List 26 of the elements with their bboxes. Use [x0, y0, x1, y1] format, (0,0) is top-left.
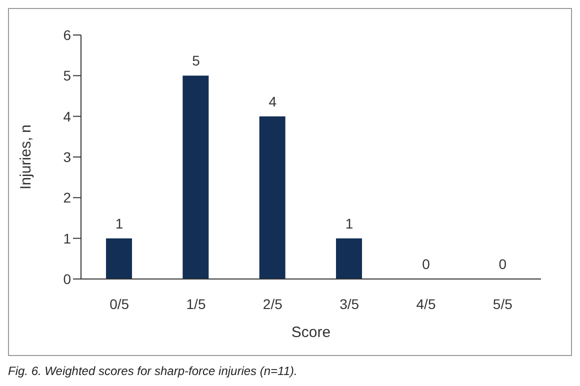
- bar: [106, 238, 132, 279]
- data-label: 1: [345, 215, 354, 232]
- bar: [182, 76, 209, 279]
- caption: Fig. 6. Weighted scores for sharp-force injuries (n=11).: [8, 364, 298, 378]
- x-axis-title: Score: [291, 324, 331, 341]
- y-tick-label: 2: [63, 190, 72, 206]
- bar: [336, 238, 362, 279]
- data-label: 0: [422, 256, 430, 272]
- y-tick-label: 5: [63, 68, 72, 84]
- x-tick-label: 5/5: [492, 296, 513, 312]
- bar: [259, 116, 286, 279]
- x-tick-label: 1/5: [186, 296, 206, 312]
- data-label: 1: [115, 215, 124, 232]
- x-tick-label: 2/5: [262, 296, 283, 312]
- y-tick-label: 3: [63, 148, 72, 165]
- data-label: 5: [192, 52, 200, 69]
- y-tick-label: 0: [63, 270, 72, 287]
- y-tick-label: 1: [63, 230, 72, 246]
- x-tick-label: 4/5: [416, 296, 436, 312]
- y-axis-title: Injuries, n: [17, 124, 34, 190]
- y-tick-label: 6: [63, 26, 72, 43]
- data-label: 0: [498, 256, 507, 272]
- x-tick-label: 3/5: [340, 296, 360, 312]
- y-tick-label: 4: [63, 108, 72, 124]
- data-label: 4: [268, 93, 277, 110]
- x-tick-label: 0/5: [110, 296, 130, 312]
